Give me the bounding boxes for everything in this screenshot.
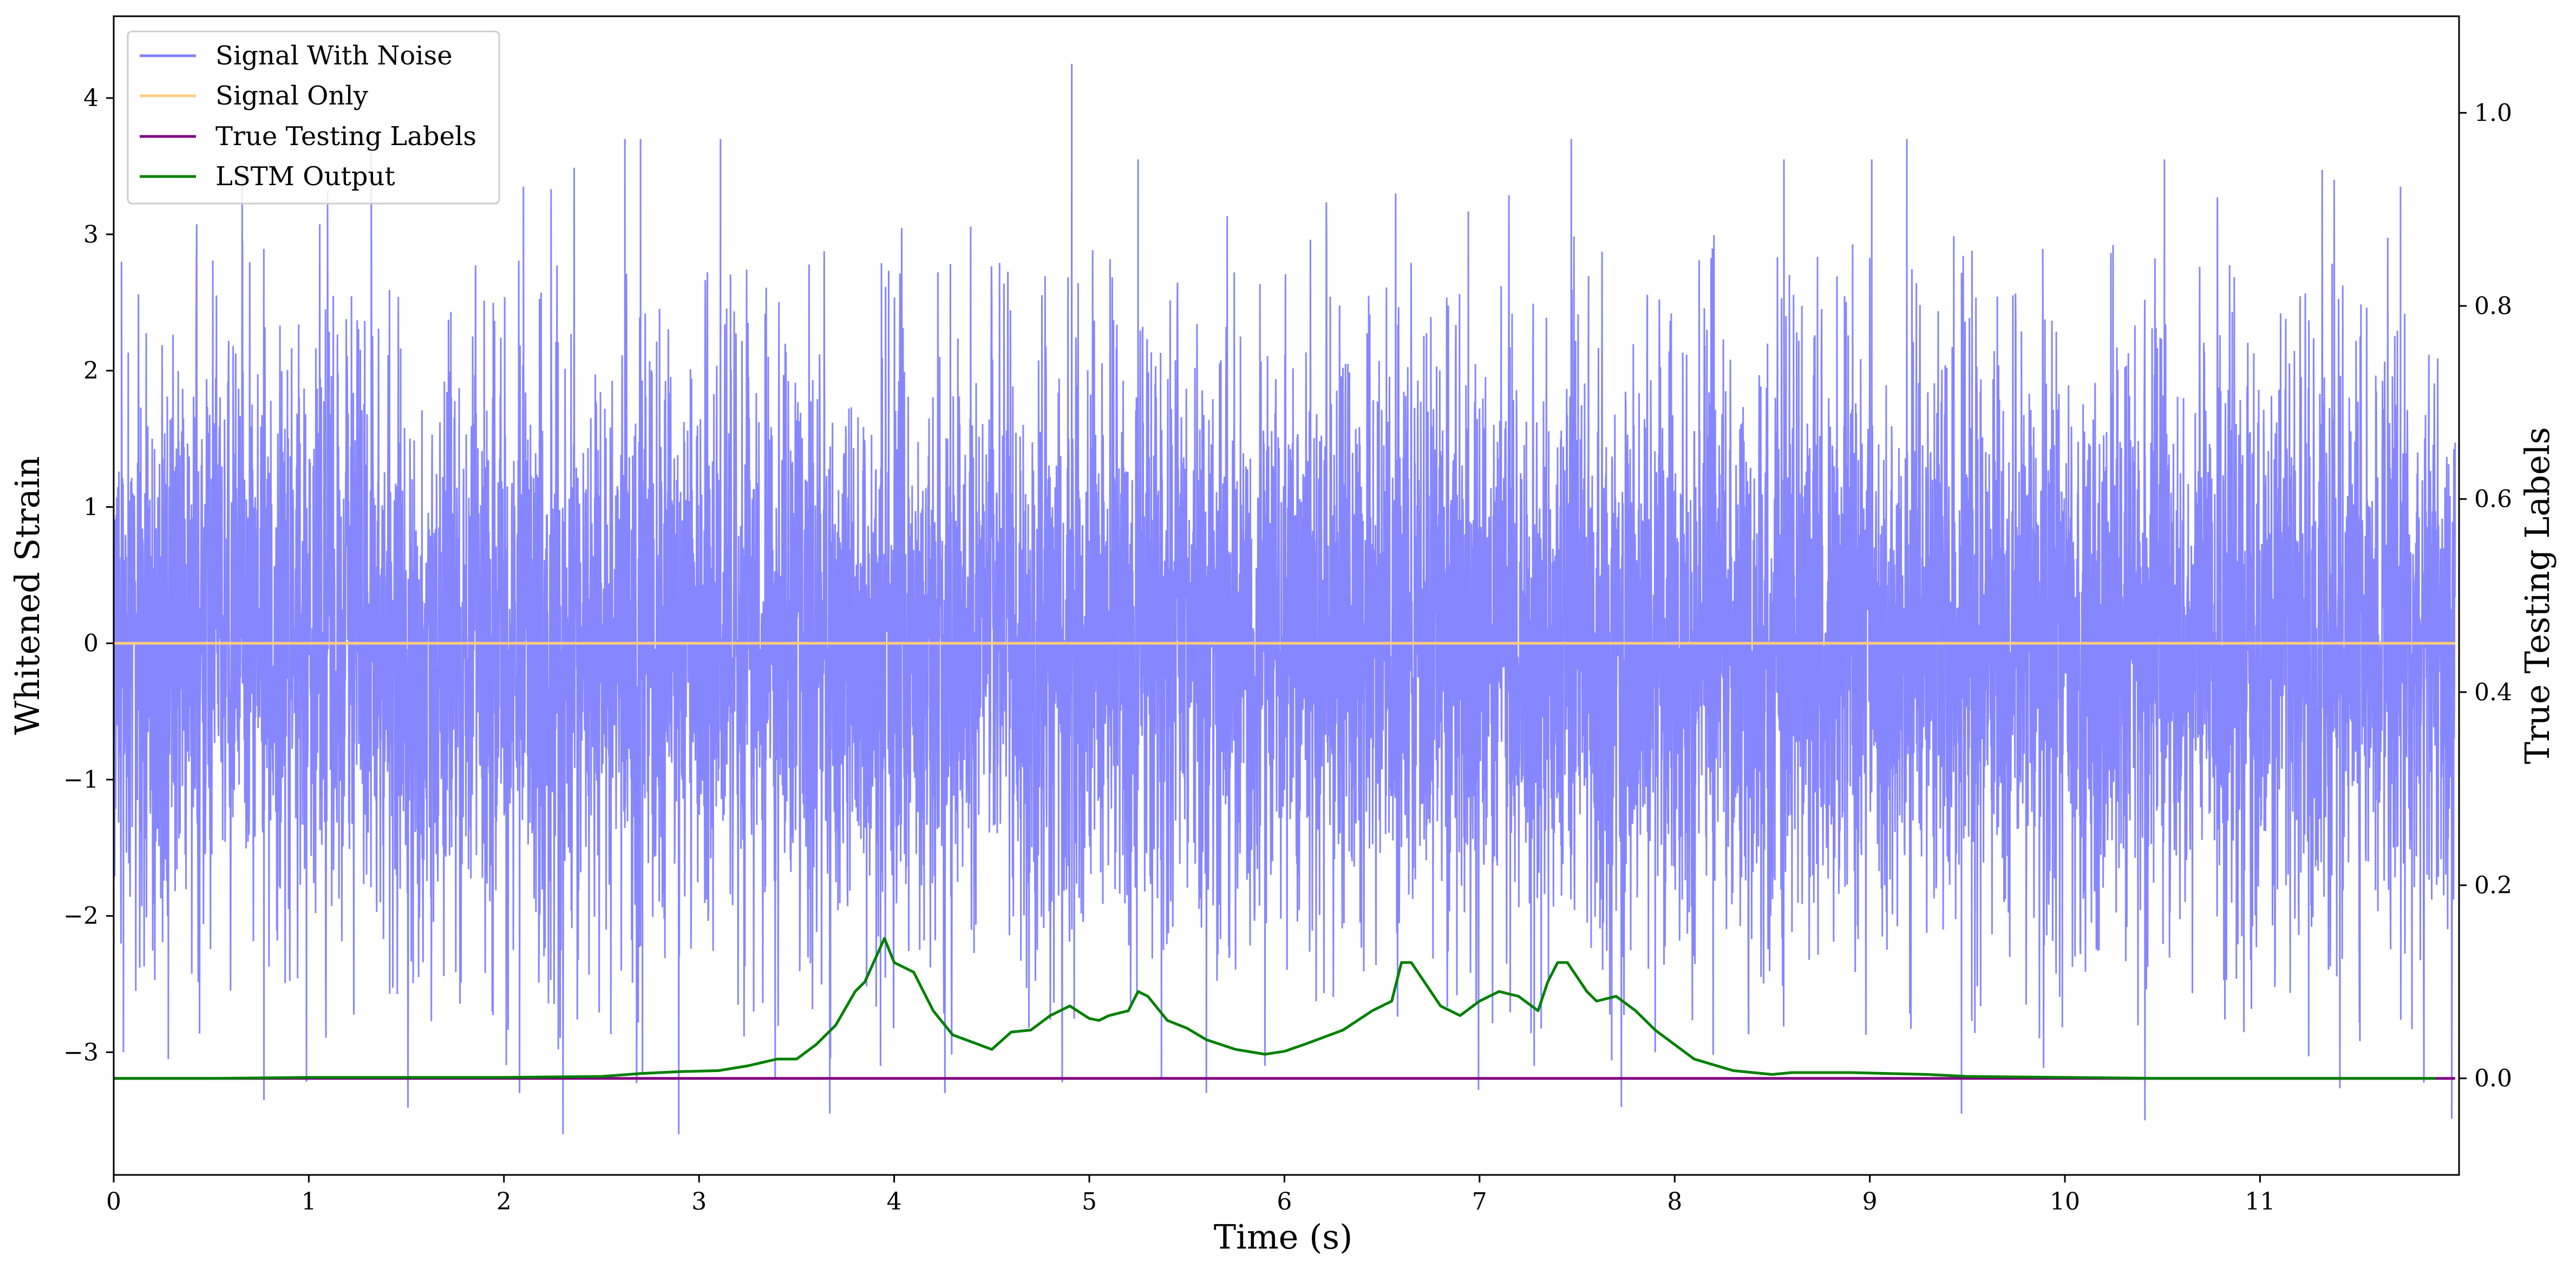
y-left-tick-label: 2 bbox=[83, 357, 99, 385]
x-tick-label: 6 bbox=[1277, 1188, 1292, 1216]
plot-frame bbox=[113, 15, 2460, 1176]
x-tick-label: 1 bbox=[301, 1188, 316, 1216]
y-left-tick-label: −1 bbox=[63, 766, 99, 794]
y-left-tick-label: 1 bbox=[83, 493, 99, 521]
x-tick-label: 2 bbox=[496, 1188, 512, 1216]
y-right-tick-label: 0.8 bbox=[2474, 292, 2512, 320]
x-tick-label: 5 bbox=[1082, 1188, 1097, 1216]
x-tick-label: 9 bbox=[1862, 1188, 1878, 1216]
legend: Signal With Noise Signal Only True Testi… bbox=[127, 30, 500, 205]
y-left-tick-label: −3 bbox=[63, 1038, 99, 1066]
x-tick-label: 4 bbox=[887, 1188, 902, 1216]
plot-layers bbox=[113, 64, 2456, 1134]
y-right-tick-label: 1.0 bbox=[2474, 99, 2512, 127]
y-left-tick-label: 3 bbox=[83, 221, 99, 249]
y-left-tick-label: 0 bbox=[83, 630, 99, 657]
x-tick-label: 11 bbox=[2245, 1188, 2275, 1216]
y-left-tick-label: 4 bbox=[83, 84, 99, 112]
legend-box bbox=[127, 30, 500, 205]
y-right-tick-label: 0.6 bbox=[2474, 486, 2512, 513]
legend-label-signal-with-noise: Signal With Noise bbox=[215, 41, 453, 71]
series-signal-with-noise-line bbox=[113, 64, 2456, 1134]
y-axis-right-title: True Testing Labels bbox=[2518, 427, 2557, 765]
y-right-tick-label: 0.4 bbox=[2474, 678, 2512, 706]
series-lstm-output-line bbox=[114, 937, 2436, 1080]
x-tick-label: 7 bbox=[1472, 1188, 1487, 1216]
ticks-layer: 0 1 2 3 4 5 6 7 8 9 10 11 −3 −2 −1 0 1 2 3 4 0.0 0.2 0.4 0.6 0.8… bbox=[63, 84, 2512, 1216]
legend-label-true-testing-labels: True Testing Labels bbox=[215, 121, 476, 152]
y-right-tick-label: 0.0 bbox=[2474, 1065, 2512, 1093]
x-tick-label: 3 bbox=[691, 1188, 707, 1216]
x-tick-label: 0 bbox=[106, 1188, 121, 1216]
x-tick-label: 10 bbox=[2050, 1188, 2080, 1216]
x-tick-label: 8 bbox=[1667, 1188, 1682, 1216]
y-axis-left-title: Whitened Strain bbox=[8, 456, 47, 735]
y-left-tick-label: −2 bbox=[63, 903, 99, 930]
legend-label-lstm-output: LSTM Output bbox=[215, 161, 395, 192]
legend-label-signal-only: Signal Only bbox=[215, 81, 368, 111]
x-axis-title: Time (s) bbox=[1214, 1217, 1353, 1257]
y-right-tick-label: 0.2 bbox=[2474, 872, 2512, 899]
